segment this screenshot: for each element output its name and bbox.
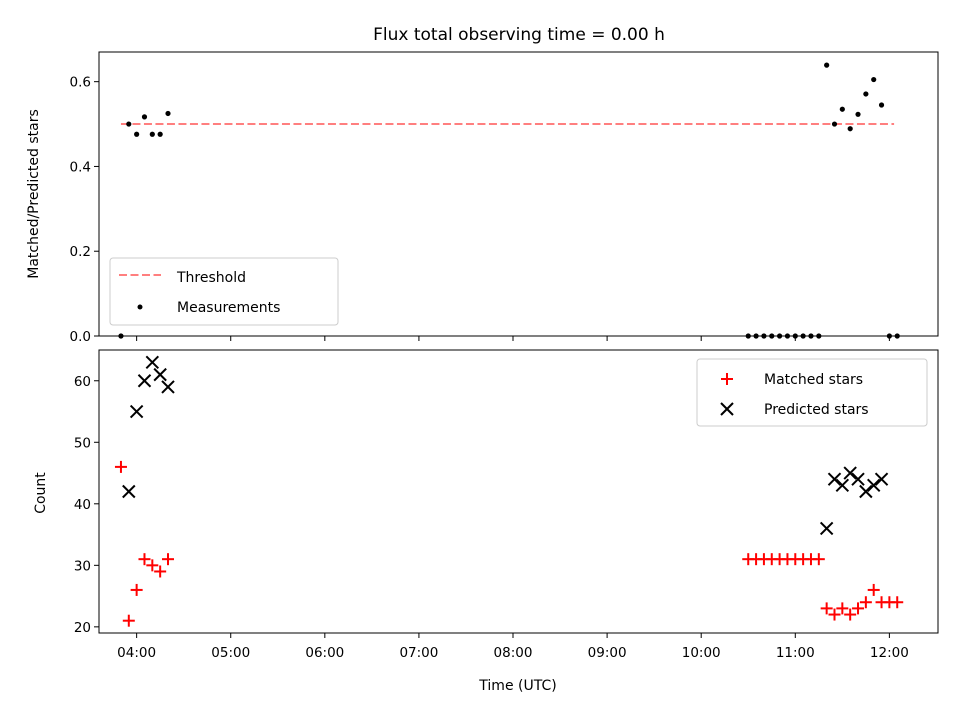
measurement-point — [855, 111, 861, 117]
chart-title: Flux total observing time = 0.00 h — [373, 25, 665, 45]
x-tick-label: 11:00 — [776, 645, 815, 661]
matched-star-point — [162, 553, 175, 566]
x-axis-label: Time (UTC) — [478, 678, 556, 694]
x-tick-label: 12:00 — [870, 645, 909, 661]
x-tick-label: 09:00 — [588, 645, 627, 661]
legend-measurements-label: Measurements — [177, 300, 280, 316]
legend-predicted-swatch — [720, 402, 734, 416]
matched-star-point — [122, 614, 135, 627]
ratio-panel: 0.0 0.2 0.4 0.6 Matched/Predicted stars Thr… — [26, 51, 939, 345]
legend-matched-label: Matched stars — [764, 372, 863, 388]
measurement-point — [863, 91, 869, 97]
count-y-axis-label: Count — [33, 472, 49, 514]
legend-threshold-label: Threshold — [176, 270, 246, 286]
ratio-x-ticks — [136, 336, 890, 341]
matched-star-point — [820, 602, 833, 615]
matched-star-point — [867, 583, 880, 596]
matched-star-point — [852, 602, 865, 615]
matched-star-point — [114, 460, 127, 473]
x-tick-label: 06:00 — [305, 645, 344, 661]
y-tick-label: 20 — [74, 620, 91, 636]
measurement-point — [839, 106, 845, 112]
matched-star-point — [828, 608, 841, 621]
measurement-point — [878, 102, 885, 108]
y-tick-label: 0.2 — [70, 244, 91, 260]
matched-star-point — [812, 553, 825, 566]
predicted-star-point — [874, 472, 889, 486]
predicted-star-point — [153, 367, 167, 382]
predicted-star-point — [827, 472, 842, 486]
count-plot-area — [114, 355, 904, 627]
x-tick-label: 08:00 — [494, 645, 533, 661]
legend-matched-swatch — [721, 373, 733, 385]
predicted-star-point — [137, 374, 152, 388]
predicted-star-point — [145, 355, 160, 370]
y-tick-label: 30 — [74, 558, 91, 574]
matched-star-point — [154, 565, 167, 578]
measurement-point — [165, 110, 171, 117]
count-panel: 20 30 40 50 60 04:00 05:00 06:00 07:00 08:00 09:0… — [33, 349, 939, 694]
count-legend: Matched stars Predicted stars — [696, 358, 928, 427]
matched-star-point — [130, 583, 143, 596]
matched-star-point — [844, 608, 857, 621]
y-tick-label: 40 — [74, 497, 91, 513]
x-tick-label: 04:00 — [117, 645, 156, 661]
y-tick-label: 50 — [74, 435, 91, 451]
predicted-star-point — [819, 521, 834, 536]
measurement-point — [126, 121, 132, 127]
ratio-legend-box — [109, 257, 339, 326]
matched-star-point — [859, 596, 872, 609]
legend-predicted-label: Predicted stars — [764, 402, 869, 418]
measurement-point — [847, 126, 853, 132]
ratio-y-axis-label: Matched/Predicted stars — [26, 109, 42, 279]
measurement-point — [824, 62, 830, 68]
predicted-star-point — [851, 472, 865, 486]
predicted-star-point — [161, 380, 175, 394]
measurement-point — [134, 131, 140, 137]
measurement-point — [157, 131, 163, 137]
measurement-point — [149, 131, 155, 137]
count-axes-frame — [98, 349, 939, 634]
predicted-star-point — [129, 404, 144, 419]
predicted-star-point — [866, 478, 881, 493]
predicted-star-point — [835, 478, 850, 493]
predicted-star-point — [843, 466, 857, 480]
y-tick-label: 0.6 — [70, 75, 91, 91]
x-tick-label: 07:00 — [399, 645, 438, 661]
predicted-star-point — [122, 484, 136, 499]
ratio-legend: Threshold Measurements — [109, 257, 339, 326]
measurement-point — [141, 114, 148, 120]
x-tick-label: 05:00 — [211, 645, 250, 661]
ratio-axes-frame — [98, 51, 939, 337]
x-tick-label: 10:00 — [682, 645, 721, 661]
count-x-axis: 04:00 05:00 06:00 07:00 08:00 09:00 10:00 11:00… — [117, 633, 909, 661]
measurement-point — [831, 121, 838, 127]
ratio-y-axis: 0.0 0.2 0.4 0.6 — [70, 75, 99, 345]
count-y-axis: 20 30 40 50 60 — [74, 374, 99, 636]
y-tick-label: 60 — [74, 374, 91, 390]
measurement-point — [871, 76, 877, 83]
matched-star-point — [836, 602, 849, 615]
matched-star-point — [891, 596, 904, 609]
count-legend-box — [696, 358, 928, 427]
matched-star-point — [146, 559, 159, 572]
y-tick-label: 0.4 — [70, 159, 91, 175]
legend-measurements-swatch — [137, 304, 143, 310]
y-tick-label: 0.0 — [70, 329, 91, 345]
matched-star-point — [138, 553, 151, 566]
predicted-star-point — [859, 484, 873, 499]
